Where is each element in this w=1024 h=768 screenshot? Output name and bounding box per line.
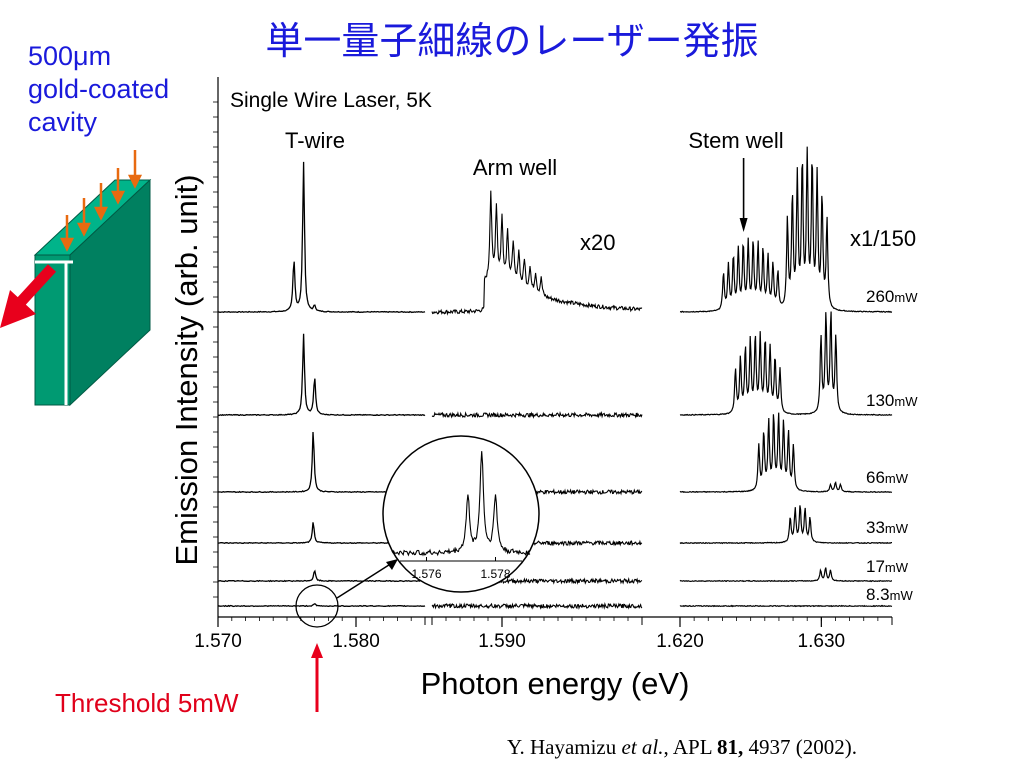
inset-spectrum [391,451,531,557]
spectrum-twire-8.3mW [217,603,426,608]
power-label-130mW: 130mW [866,391,918,410]
chart-title: Single Wire Laser, 5K [230,89,432,112]
citation-etal: et al. [621,735,664,759]
spectrum-arm-8.3mW [431,602,643,610]
citation-journal: , APL [663,735,717,759]
power-label-33mW: 33mW [866,518,909,537]
threshold-arrow [311,643,323,712]
citation: Y. Hayamizu et al., APL 81, 4937 (2002). [507,735,857,760]
slide-title: 単一量子細線のレーザー発振 [265,19,759,63]
y-axis-label: Emission Intensity (arb. unit) [169,174,204,565]
power-value: 66 [866,468,885,487]
panel-label-stem: Stem well [688,128,783,153]
power-unit: mW [885,471,909,486]
power-label-8.3mW: 8.3mW [866,585,913,604]
threshold-circle [295,584,339,628]
citation-rest: 4937 (2002). [743,735,858,759]
spectrum-stem-17mW [679,567,892,583]
spectrum-stem-8.3mW [679,604,893,608]
x-tick-label: 1.590 [478,631,526,652]
spectrum-stem-66mW [679,412,893,494]
threshold-label: Threshold 5mW [55,688,239,718]
pump-arrows [59,150,143,252]
cavity-label: 500μm gold-coated cavity [28,40,169,139]
emission-arrow [0,264,57,328]
power-value: 8.3 [866,585,890,604]
stem-arrow-head [739,218,748,232]
power-unit: mW [885,521,909,536]
power-value: 130 [866,391,894,410]
panel-label-twire: T-wire [285,128,345,153]
power-unit: mW [885,560,909,575]
power-value: 260 [866,287,894,306]
power-label-17mW: 17mW [866,557,909,576]
scale-label-stem: x1/150 [850,226,916,251]
citation-volume: 81, [717,735,744,759]
spectrum-twire-17mW [217,569,426,583]
scale-label-arm: x20 [580,230,615,255]
spectrum-stem-130mW [679,311,893,416]
spectrum-twire-130mW [217,333,426,417]
panel-label-arm: Arm well [473,155,557,180]
citation-author: Y. Hayamizu [507,735,622,759]
cavity-label-size: 500μm [28,41,112,71]
inset-tick-label: 1.576 [411,567,441,581]
x-tick-label: 1.580 [332,631,380,652]
spectrum-stem-33mW [679,505,892,545]
cavity-label-cavity: cavity [28,107,98,137]
inset-pointer-line [336,562,393,599]
spectrum-stem-260mW [679,146,893,313]
x-tick-label: 1.620 [656,631,704,652]
power-unit: mW [890,588,914,603]
spectrum-twire-260mW [217,161,426,314]
inset-pointer-head [386,559,398,570]
x-tick-label: 1.630 [798,631,846,652]
power-unit: mW [894,290,918,305]
power-value: 17 [866,557,885,576]
x-axis-label: Photon energy (eV) [421,666,690,701]
inset-circle [382,435,540,593]
x-tick-label: 1.570 [194,631,242,652]
power-label-66mW: 66mW [866,468,909,487]
power-label-260mW: 260mW [866,287,918,306]
spectrum-arm-130mW [431,410,643,419]
inset-tick-label: 1.578 [480,567,510,581]
power-unit: mW [894,394,918,409]
cavity-label-coating: gold-coated [28,74,170,104]
spectrum-arm-260mW [431,190,643,316]
power-value: 33 [866,518,885,537]
